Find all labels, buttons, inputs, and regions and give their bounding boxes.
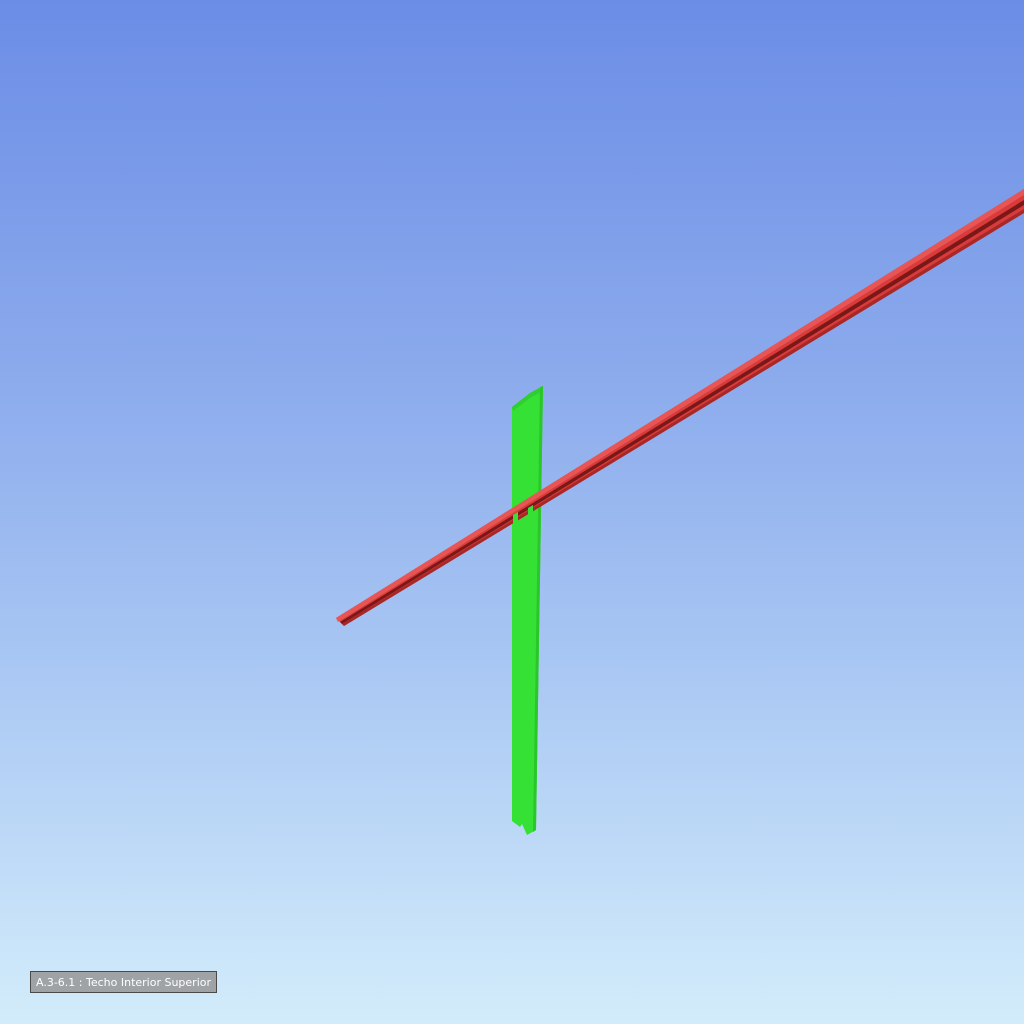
beam-web-groove (340, 200, 1024, 624)
beam-bottom-edge (342, 209, 1024, 626)
beam-top-flange (336, 189, 1024, 622)
red-beam[interactable] (336, 189, 1024, 626)
column-top-bevel (512, 386, 543, 411)
green-column[interactable] (512, 386, 543, 835)
selection-label: A.3-6.1 : Techo Interior Superior (30, 971, 218, 993)
intersection-notch (513, 505, 533, 524)
